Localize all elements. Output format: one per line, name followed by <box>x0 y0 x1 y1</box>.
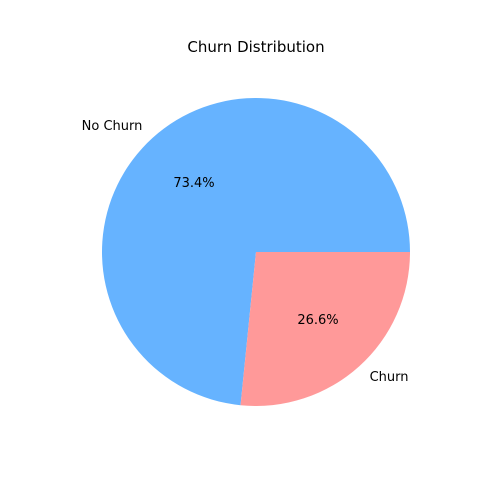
slice-label-churn: Churn <box>370 370 409 385</box>
slice-label-no-churn: No Churn <box>82 119 143 134</box>
chart-title: Churn Distribution <box>187 38 324 56</box>
pie-slice-no-churn <box>102 98 410 406</box>
pie-slices <box>102 98 410 406</box>
pie-slice-churn <box>240 252 410 406</box>
slice-percent-no-churn: 73.4% <box>173 176 214 191</box>
pie-labels: No Churn 73.4% Churn 26.6% <box>82 119 409 385</box>
slice-percent-churn: 26.6% <box>297 313 338 328</box>
